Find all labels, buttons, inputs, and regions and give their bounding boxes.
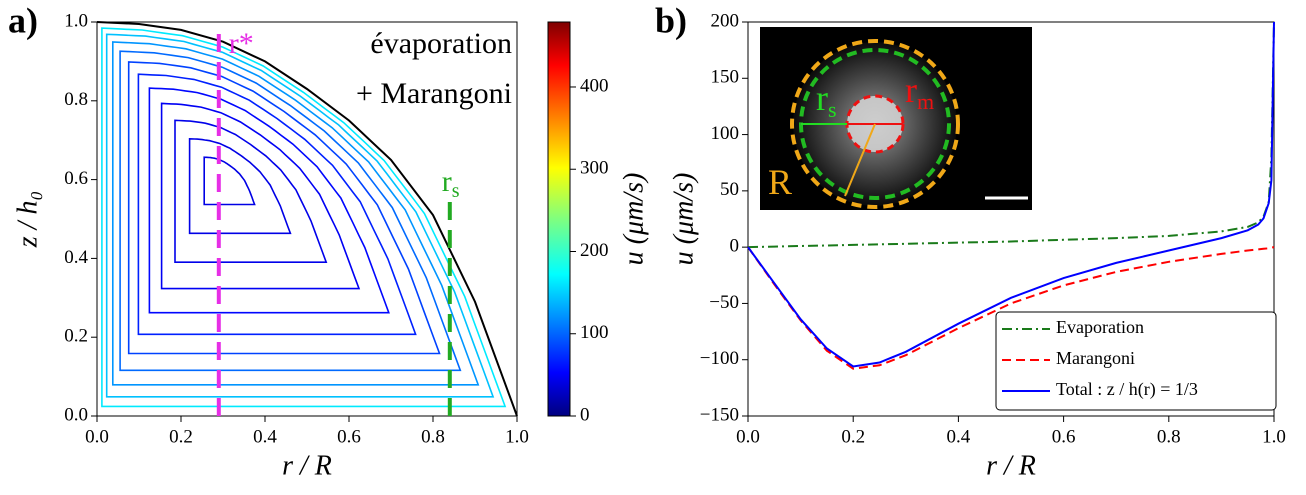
legend-box <box>995 311 1277 411</box>
y-tick-label: −150 <box>700 404 739 425</box>
inset-label: rm <box>905 70 934 114</box>
y-axis-label: z / h₀ <box>12 191 43 248</box>
x-tick-label: 0.8 <box>421 426 445 447</box>
x-tick-label: 0.6 <box>1052 426 1076 447</box>
streamlines <box>101 27 507 408</box>
x-axis-label: r / R <box>986 450 1036 481</box>
series-line <box>747 21 1275 249</box>
inset-label-sub: s <box>828 97 837 122</box>
streamline <box>174 119 328 263</box>
x-tick-label: 1.0 <box>505 426 529 447</box>
streamline <box>203 156 256 206</box>
x-tick-label: 0.8 <box>1157 426 1181 447</box>
y-tick-label: −100 <box>700 348 739 369</box>
streamline <box>137 73 417 336</box>
legend-label: Marangoni <box>1056 348 1135 368</box>
colorbar-tick-label: 0 <box>580 404 590 425</box>
series-line <box>747 21 1275 368</box>
inset-label-main: r <box>816 78 828 118</box>
y-tick-label: 0.2 <box>64 326 88 347</box>
marker-label-sub: s <box>452 180 460 202</box>
arrow-R <box>844 123 876 197</box>
y-tick-label: 200 <box>711 10 740 31</box>
y-tick-label: 0.6 <box>64 168 88 189</box>
inset-label-main: r <box>905 70 917 110</box>
x-tick-label: 0.2 <box>169 426 193 447</box>
x-tick-label: 0.4 <box>947 426 971 447</box>
x-tick-label: 0.0 <box>85 426 109 447</box>
y-axis-label: u (μm/s) <box>668 173 699 266</box>
x-axis-label: r / R <box>282 450 332 481</box>
colorbar-tick-label: 200 <box>580 240 609 261</box>
y-tick-label: −50 <box>709 292 739 313</box>
colorbar <box>548 22 570 416</box>
y-tick-label: 0.4 <box>64 247 88 268</box>
y-tick-label: 0.0 <box>64 404 88 425</box>
y-tick-label: 0 <box>730 236 740 257</box>
streamline <box>148 87 390 314</box>
streamline <box>188 137 292 235</box>
legend-label: Total : z / h(r) = 1/3 <box>1056 379 1198 400</box>
plot-frame <box>96 21 518 417</box>
streamline <box>105 33 495 398</box>
colorbar-tick-label: 400 <box>580 75 609 96</box>
y-tick-label: 1.0 <box>64 10 88 31</box>
ring-R <box>790 39 960 209</box>
x-tick-label: 1.0 <box>1262 426 1286 447</box>
x-tick-label: 0.2 <box>841 426 865 447</box>
inset: rs rmR <box>760 27 1032 210</box>
panel-label: b) <box>655 0 687 40</box>
annotation: + Marangoni <box>356 77 512 110</box>
drop-profile <box>96 21 518 417</box>
inset-label: rs <box>816 78 837 122</box>
y-tick-label: 50 <box>720 179 739 200</box>
streamline <box>101 27 507 408</box>
inset-label: R <box>768 162 792 202</box>
y-tick-label: 100 <box>711 123 740 144</box>
marker-label-main: r <box>442 165 452 198</box>
colorbar-tick-label: 300 <box>580 158 609 179</box>
y-tick-label: 0.8 <box>64 89 88 110</box>
colorbar-tick-label: 100 <box>580 322 609 343</box>
plot-frame <box>747 21 1275 417</box>
legend-label: Evaporation <box>1056 317 1144 337</box>
x-tick-label: 0.4 <box>253 426 277 447</box>
panel-label: a) <box>8 0 38 40</box>
colorbar-label: u (μm/s) <box>618 173 649 266</box>
x-tick-label: 0.0 <box>736 426 760 447</box>
series-line <box>747 246 1275 370</box>
marker-label: r* <box>229 27 254 60</box>
colorbar-frame <box>547 21 571 417</box>
streamline <box>160 102 361 290</box>
annotation: évaporation <box>370 27 512 60</box>
inset-label-main: R <box>768 162 792 202</box>
streamline <box>127 61 441 355</box>
x-tick-label: 0.6 <box>337 426 361 447</box>
streamline <box>112 41 480 386</box>
y-tick-label: 150 <box>711 67 740 88</box>
inset-label-sub: m <box>917 89 934 114</box>
marker-label: rs <box>442 165 460 202</box>
streamline <box>119 50 462 372</box>
marker-label-main: r* <box>229 27 254 60</box>
